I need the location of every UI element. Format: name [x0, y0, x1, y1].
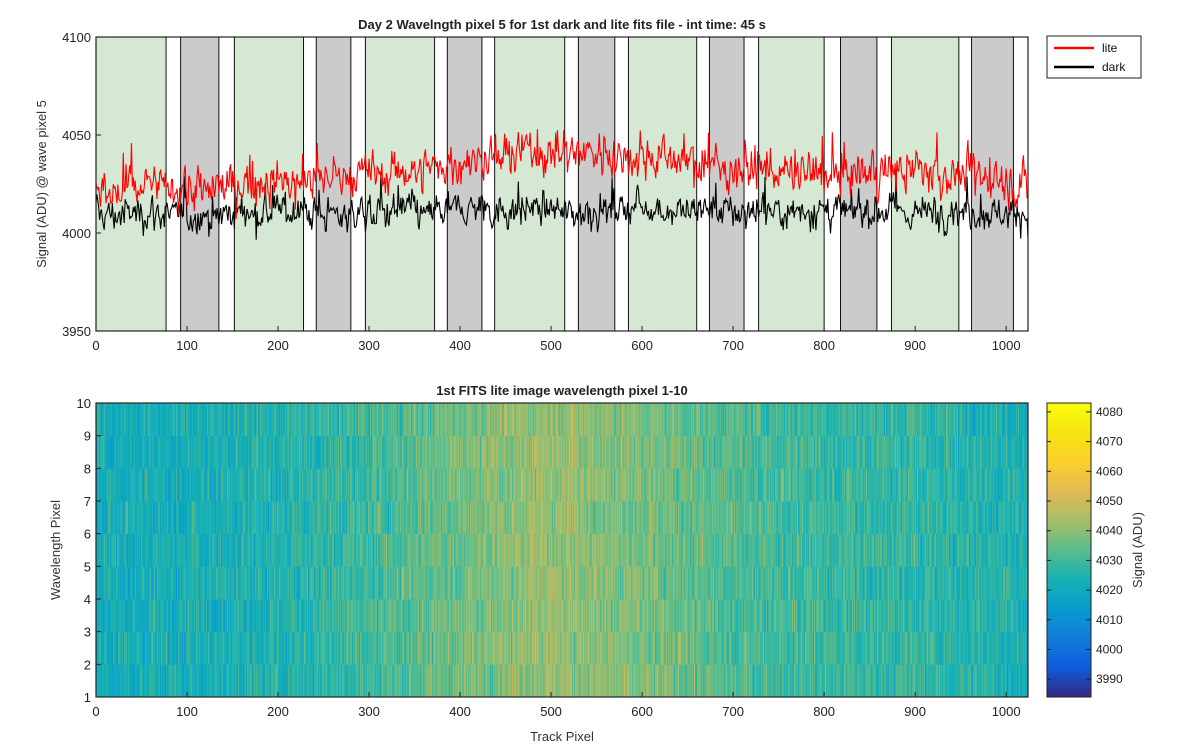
legend-label-dark: dark: [1102, 60, 1126, 74]
heatmap-cells: [96, 403, 1028, 697]
line-plot: 0 100 200 300 400 500 600 700 800 900 1000 3950 400…: [34, 17, 1141, 353]
y-tick-label-0: 3950: [62, 324, 91, 339]
legend: lite dark: [1047, 36, 1141, 78]
x-tick-label-0: 0: [92, 338, 99, 353]
shaded-region-2: [234, 37, 303, 331]
shaded-region-8: [628, 37, 696, 331]
x-tick-label-10: 1000: [992, 338, 1021, 353]
shaded-region-0: [96, 37, 166, 331]
x-tick-label-6: 600: [631, 338, 653, 353]
shaded-region-10: [759, 37, 825, 331]
shaded-region-3: [316, 37, 351, 331]
y-tick-label-3: 4100: [62, 30, 91, 45]
x-tick-label-1: 100: [176, 338, 198, 353]
shaded-region-6: [495, 37, 565, 331]
y-tick-label-1: 4000: [62, 226, 91, 241]
x-tick-label-5: 500: [540, 338, 562, 353]
x-tick-label-8: 800: [813, 338, 835, 353]
x-tick-label-9: 900: [904, 338, 926, 353]
y-tick-label-2: 4050: [62, 128, 91, 143]
shaded-region-11: [841, 37, 877, 331]
x-tick-label-7: 700: [722, 338, 744, 353]
x-tick-label-4: 400: [449, 338, 471, 353]
x-tick-label-2: 200: [267, 338, 289, 353]
shaded-region-7: [578, 37, 614, 331]
line-plot-title: Day 2 Wavelngth pixel 5 for 1st dark and…: [358, 17, 766, 32]
legend-box: [1047, 36, 1141, 78]
x-tick-label-3: 300: [358, 338, 380, 353]
line-plot-y-label: Signal (ADU) @ wave pixel 5: [34, 100, 49, 268]
legend-label-lite: lite: [1102, 41, 1118, 55]
line-plot-y-ticks: 3950 4000 4050 4100: [62, 30, 101, 339]
